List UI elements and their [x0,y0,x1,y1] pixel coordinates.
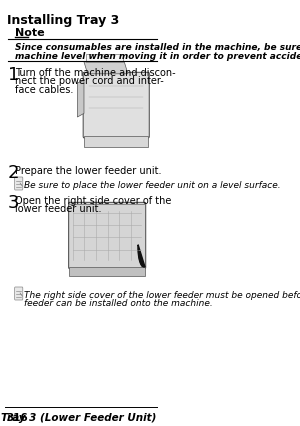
FancyBboxPatch shape [15,178,23,190]
Text: Prepare the lower feeder unit.: Prepare the lower feeder unit. [15,166,162,176]
Text: Note: Note [15,28,45,38]
Text: Open the right side cover of the: Open the right side cover of the [15,196,172,205]
Text: Since consumables are installed in the machine, be sure to keep the: Since consumables are installed in the m… [15,43,300,52]
FancyBboxPatch shape [69,203,146,269]
Text: machine level when moving it in order to prevent accidental spills.: machine level when moving it in order to… [15,52,300,61]
Text: 3: 3 [8,193,19,211]
Polygon shape [86,55,123,63]
Polygon shape [84,63,128,75]
Text: Installing Tray 3: Installing Tray 3 [7,14,119,27]
Text: Tray 3 (Lower Feeder Unit): Tray 3 (Lower Feeder Unit) [1,412,156,422]
FancyBboxPatch shape [15,287,23,300]
Text: face cables.: face cables. [15,85,74,95]
Polygon shape [84,137,148,148]
Text: 1: 1 [8,66,19,84]
Polygon shape [138,245,145,268]
FancyBboxPatch shape [83,73,149,138]
Polygon shape [77,81,84,118]
Polygon shape [70,268,145,276]
Text: lower feeder unit.: lower feeder unit. [15,204,102,214]
Text: Be sure to place the lower feeder unit on a level surface.: Be sure to place the lower feeder unit o… [24,181,281,190]
Text: Turn off the machine and discon-: Turn off the machine and discon- [15,68,176,78]
Text: feeder can be installed onto the machine.: feeder can be installed onto the machine… [24,299,213,308]
Text: 2: 2 [8,164,19,181]
Text: 316: 316 [7,412,28,422]
Text: nect the power cord and inter-: nect the power cord and inter- [15,76,164,86]
Text: The right side cover of the lower feeder must be opened before the: The right side cover of the lower feeder… [24,290,300,299]
